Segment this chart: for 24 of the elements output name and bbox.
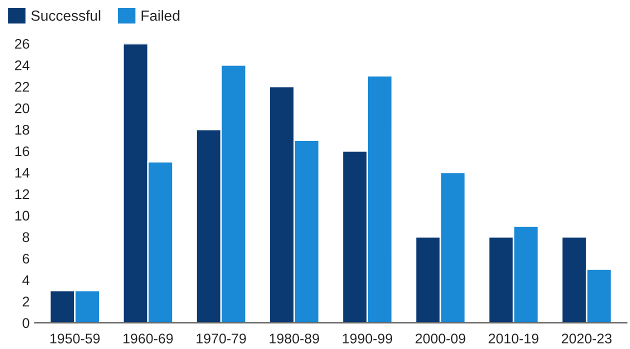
y-tick-label: 20 xyxy=(15,103,30,114)
y-tick-label: 14 xyxy=(15,168,30,178)
x-tick-label: 2000-09 xyxy=(416,334,466,344)
y-tick-label: 0 xyxy=(22,318,30,328)
y-tick-label: 4 xyxy=(22,275,30,285)
x-tick-label: 1950-59 xyxy=(50,334,100,344)
y-tick-label: 12 xyxy=(15,189,30,199)
x-tick-label: 1990-99 xyxy=(342,334,392,344)
y-tick-label: 26 xyxy=(15,38,30,49)
y-tick-label: 10 xyxy=(15,210,30,221)
x-tick-label: 2010-19 xyxy=(488,334,538,344)
y-tick-label: 24 xyxy=(15,60,30,70)
x-tick-label: 2020-23 xyxy=(562,334,612,344)
y-tick-label: 22 xyxy=(15,82,30,92)
x-tick-label: 1980-89 xyxy=(270,334,320,344)
y-tick-label: 16 xyxy=(15,146,30,156)
legend-label: Successful xyxy=(31,10,100,21)
y-tick-label: 8 xyxy=(22,232,30,242)
y-tick-label: 18 xyxy=(15,124,30,135)
x-tick-label: 1970-79 xyxy=(196,334,246,344)
y-tick-label: 2 xyxy=(22,296,30,306)
y-tick-label: 6 xyxy=(22,254,30,264)
x-tick-label: 1960-69 xyxy=(124,334,173,344)
legend-label: Failed xyxy=(142,10,180,21)
